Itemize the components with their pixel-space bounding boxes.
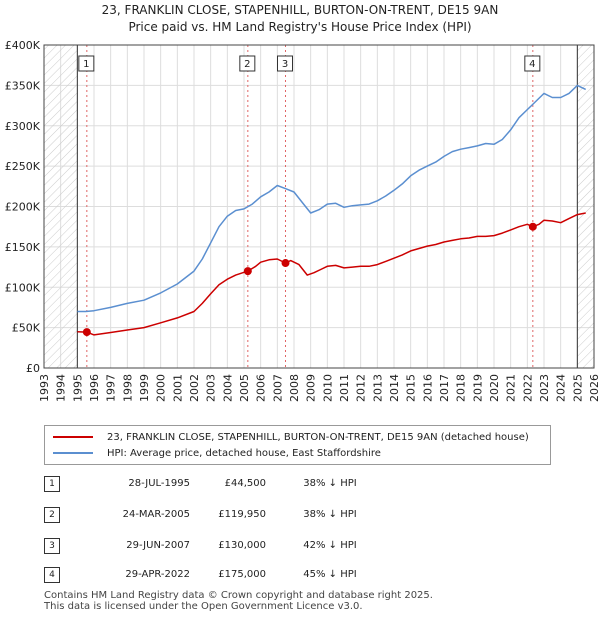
legend-swatch-property [53, 436, 93, 438]
x-tick-label: 2004 [221, 374, 234, 402]
x-tick-label: 2022 [521, 374, 534, 402]
x-tick-label: 2013 [371, 374, 384, 402]
sale-price: £175,000 [218, 569, 266, 580]
x-tick-label: 2005 [238, 374, 251, 402]
x-tick-label: 2014 [388, 374, 401, 402]
x-tick-label: 2016 [421, 374, 434, 402]
sale-point [281, 259, 290, 268]
y-tick-label: £400K [5, 39, 41, 52]
x-tick-label: 2006 [255, 374, 268, 402]
x-tick-label: 2024 [555, 374, 568, 402]
x-tick-label: 1993 [38, 374, 51, 402]
y-tick-label: £0 [26, 362, 40, 375]
sale-point [528, 222, 537, 231]
legend-label-hpi: HPI: Average price, detached house, East… [107, 447, 381, 459]
sale-point [82, 328, 91, 337]
y-tick-label: £150K [5, 241, 41, 254]
x-tick-label: 2023 [538, 374, 551, 402]
footer-line-1: Contains HM Land Registry data © Crown c… [44, 590, 433, 601]
sale-price: £44,500 [224, 478, 266, 489]
x-tick-label: 2002 [188, 374, 201, 402]
x-tick-label: 2021 [505, 374, 518, 402]
y-tick-label: £50K [12, 322, 41, 335]
y-tick-label: £250K [5, 160, 41, 173]
sale-marker-label: 1 [83, 59, 89, 70]
footer-line-2: This data is licensed under the Open Gov… [44, 601, 363, 612]
plot-frame [43, 44, 595, 369]
x-tick-label: 2020 [488, 374, 501, 402]
x-tick-label: 2003 [205, 374, 218, 402]
x-tick-label: 2019 [471, 374, 484, 402]
sale-marker-box [239, 55, 256, 72]
sale-marker-box [524, 55, 541, 72]
sale-row-3: 3 29-JUN-2007 £130,000 42% ↓ HPI [0, 538, 600, 558]
series-line-hpi [77, 84, 587, 313]
x-tick-label: 1995 [71, 374, 84, 402]
x-tick-label: 1999 [138, 374, 151, 402]
sale-number: 2 [44, 507, 60, 523]
legend-label-property: 23, FRANKLIN CLOSE, STAPENHILL, BURTON-O… [107, 431, 529, 443]
hatched-region-after [577, 45, 594, 368]
footer: Contains HM Land Registry data © Crown c… [44, 590, 433, 612]
sale-marker-box [78, 55, 95, 72]
sale-marker-label: 4 [529, 59, 535, 70]
price-chart: 1 2 3 4 £0 £50K £100K £150K £200K £250K £300K £350… [5, 39, 600, 402]
x-tick-label: 2015 [405, 374, 418, 402]
sale-row-1: 1 28-JUL-1995 £44,500 38% ↓ HPI [0, 476, 600, 496]
y-tick-label: £300K [5, 120, 41, 133]
sale-row-2: 2 24-MAR-2005 £119,950 38% ↓ HPI [0, 507, 600, 527]
x-tick-label: 2008 [288, 374, 301, 402]
x-tick-label: 2007 [271, 374, 284, 402]
series-line-property [77, 212, 586, 336]
y-tick-label: £200K [5, 201, 41, 214]
chart-subtitle: Price paid vs. HM Land Registry's House … [128, 20, 472, 34]
y-tick-label: £100K [5, 281, 41, 294]
y-tick-label: £350K [5, 79, 41, 92]
sale-date: 24-MAR-2005 [122, 509, 190, 520]
sale-price: £130,000 [218, 540, 266, 551]
x-tick-label: 2000 [155, 374, 168, 402]
sale-marker-label: 2 [244, 59, 250, 70]
sale-date: 28-JUL-1995 [128, 478, 190, 489]
sale-number: 1 [44, 476, 60, 492]
legend-item-hpi: HPI: Average price, detached house, East… [53, 445, 381, 461]
sale-date: 29-JUN-2007 [126, 540, 190, 551]
x-tick-label: 1997 [105, 374, 118, 402]
x-tick-label: 2010 [321, 374, 334, 402]
sale-hpi: 42% ↓ HPI [303, 540, 357, 551]
legend-item-property: 23, FRANKLIN CLOSE, STAPENHILL, BURTON-O… [53, 429, 529, 445]
sale-hpi: 38% ↓ HPI [303, 509, 357, 520]
legend-swatch-hpi [53, 452, 93, 454]
legend: 23, FRANKLIN CLOSE, STAPENHILL, BURTON-O… [44, 425, 551, 465]
x-tick-label: 2012 [355, 374, 368, 402]
sale-marker-box [277, 55, 293, 72]
x-tick-label: 2001 [171, 374, 184, 402]
x-tick-label: 2017 [438, 374, 451, 402]
x-tick-label: 1994 [55, 374, 68, 402]
chart-title: 23, FRANKLIN CLOSE, STAPENHILL, BURTON-O… [101, 3, 499, 17]
sale-number: 3 [44, 538, 60, 554]
x-tick-label: 1998 [121, 374, 134, 402]
sale-date: 29-APR-2022 [125, 569, 190, 580]
sale-row-4: 4 29-APR-2022 £175,000 45% ↓ HPI [0, 567, 600, 587]
sale-point [243, 267, 252, 276]
sale-hpi: 45% ↓ HPI [303, 569, 357, 580]
x-tick-label: 2026 [588, 374, 600, 402]
x-tick-label: 2011 [338, 374, 351, 402]
x-tick-label: 2018 [455, 374, 468, 402]
sale-number: 4 [44, 567, 60, 583]
sale-hpi: 38% ↓ HPI [303, 478, 357, 489]
x-tick-label: 1996 [88, 374, 101, 402]
hatched-region-before [44, 45, 78, 368]
x-tick-label: 2025 [571, 374, 584, 402]
x-tick-label: 2009 [305, 374, 318, 402]
sale-price: £119,950 [218, 509, 266, 520]
sale-marker-label: 3 [282, 59, 288, 70]
